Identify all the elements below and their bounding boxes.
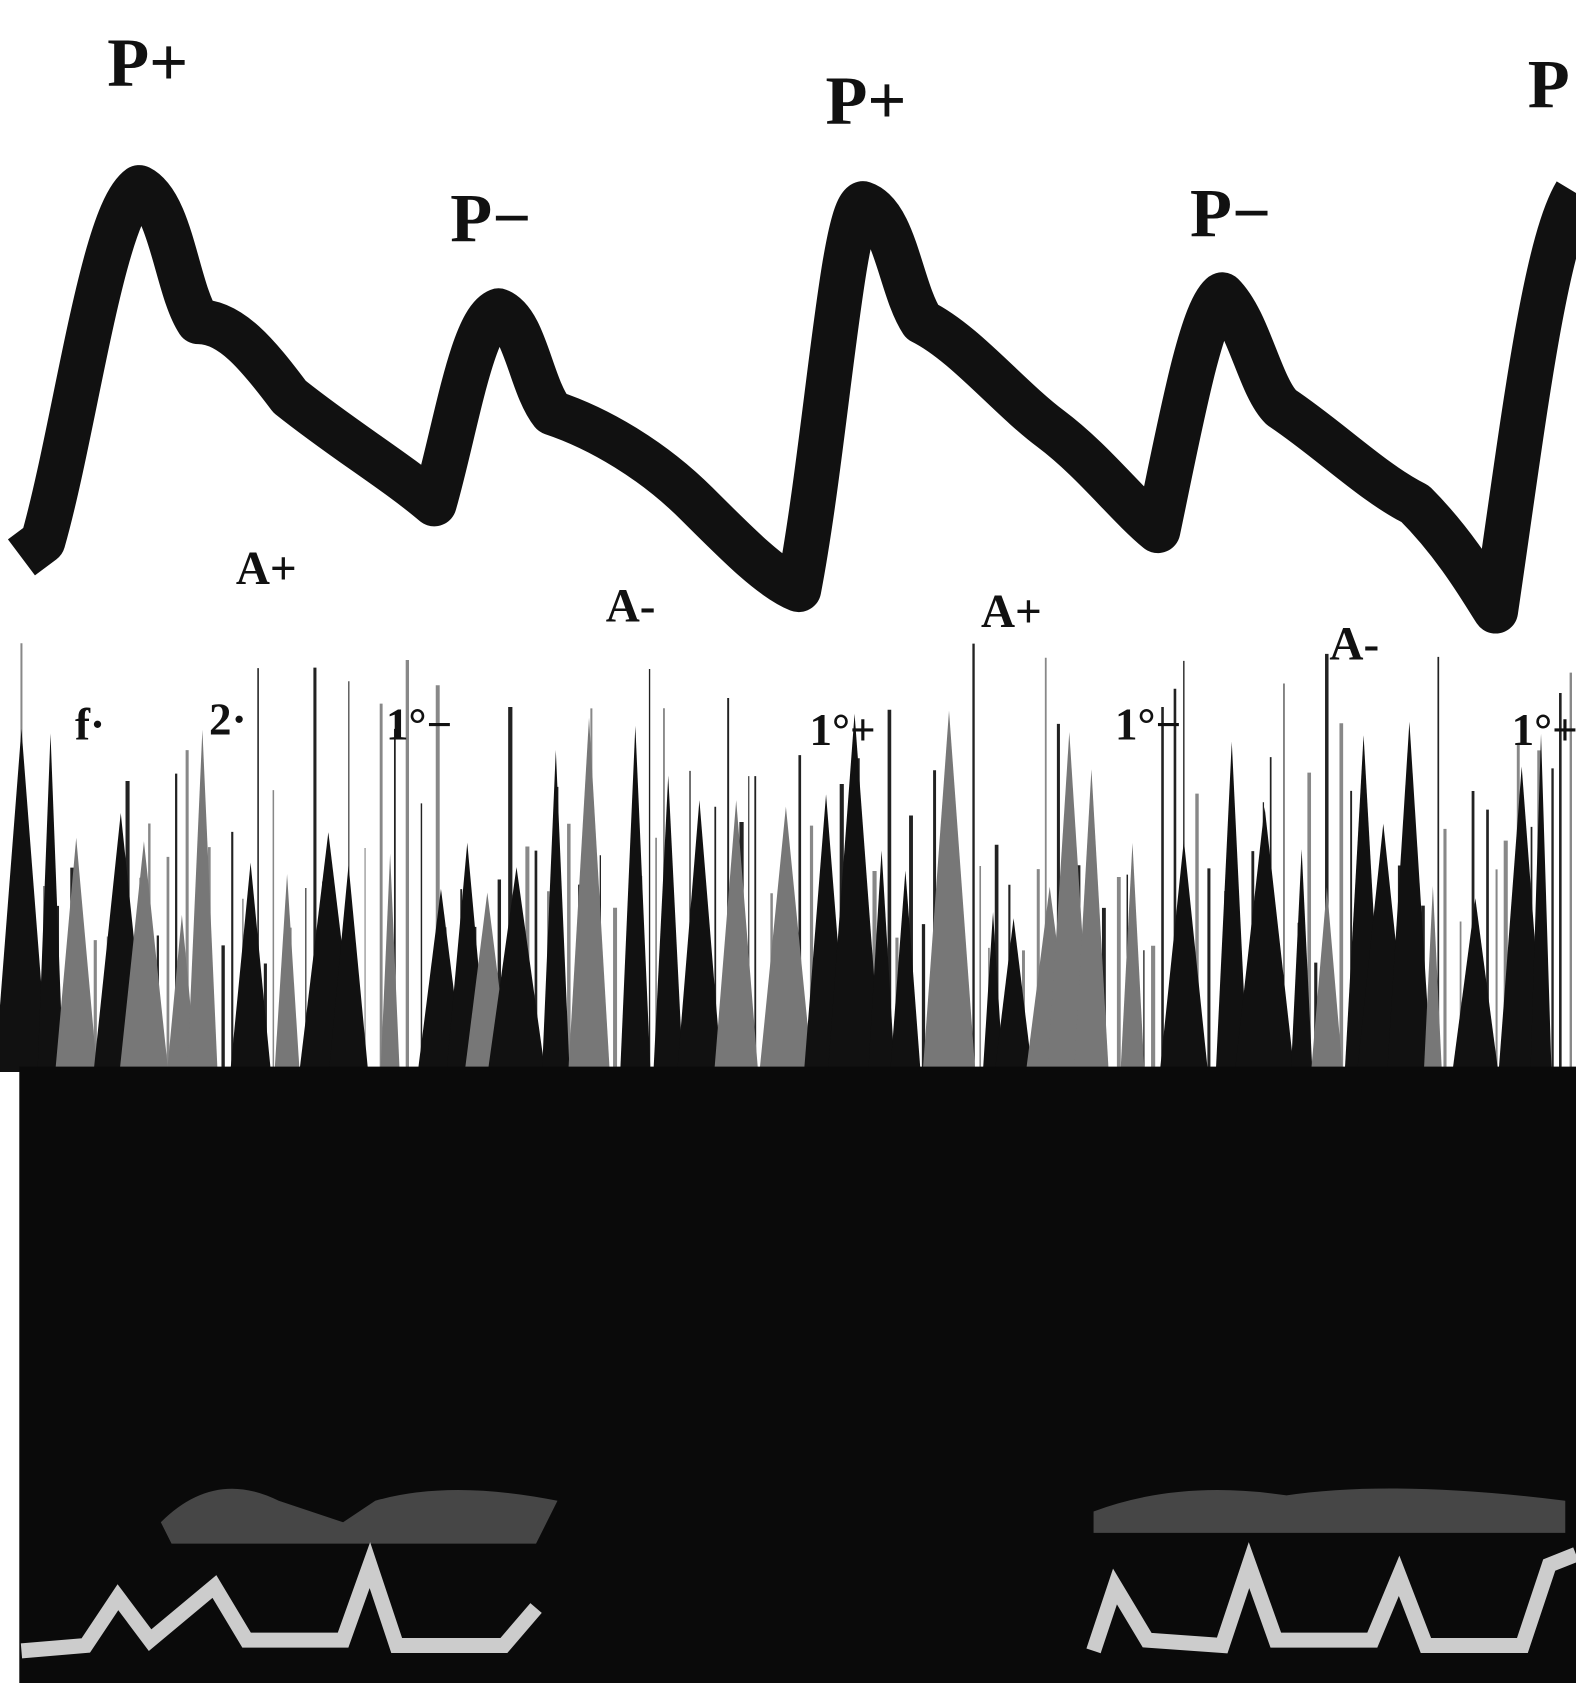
grey-blotch [1093, 1488, 1566, 1533]
pressure-trace [7, 165, 1576, 634]
label: P+ [826, 62, 907, 138]
spike [827, 713, 882, 1072]
label: A+ [236, 543, 297, 595]
spike [1423, 886, 1442, 1072]
spike [568, 717, 610, 1072]
spike [230, 862, 271, 1072]
label: A+ [981, 586, 1042, 638]
spike [994, 918, 1033, 1072]
label: P [1528, 46, 1570, 122]
label: P− [450, 180, 531, 256]
label: P+ [107, 25, 188, 101]
spike [328, 865, 369, 1072]
label: P− [1190, 175, 1271, 251]
spike [37, 733, 64, 1072]
spike [1290, 849, 1313, 1072]
spike [982, 911, 1004, 1072]
dark-band [19, 1066, 1576, 1683]
spike [1120, 842, 1145, 1072]
spike [868, 850, 895, 1072]
spike [380, 853, 400, 1072]
spike [1311, 887, 1343, 1072]
label: 2· [209, 694, 247, 744]
label: 1°+ [809, 705, 875, 755]
spike [1074, 769, 1109, 1072]
spike [119, 841, 169, 1072]
lower-trace [20, 1542, 1576, 1659]
label: 1°− [386, 700, 452, 750]
spike [487, 867, 546, 1072]
label: 1°+ [1512, 705, 1576, 755]
spike [677, 800, 722, 1072]
spike [1159, 840, 1208, 1072]
spike [274, 873, 300, 1072]
label: A- [1329, 618, 1379, 670]
spike [620, 725, 651, 1072]
spike [714, 800, 759, 1072]
label: A- [606, 581, 656, 633]
spike [1234, 806, 1295, 1072]
spike [653, 775, 684, 1072]
spike [55, 837, 98, 1072]
spike [542, 749, 570, 1072]
spike [187, 729, 218, 1072]
spike [0, 728, 49, 1072]
label: 1°− [1115, 700, 1181, 750]
spike-trace [0, 643, 1572, 1072]
spike [922, 710, 976, 1072]
label: f· [75, 700, 105, 750]
spike [1530, 733, 1552, 1072]
spike [1215, 741, 1248, 1072]
spike [890, 870, 921, 1072]
spike [759, 806, 813, 1072]
spike [1387, 721, 1432, 1072]
grey-blotch [160, 1488, 558, 1544]
spike [1452, 898, 1499, 1072]
